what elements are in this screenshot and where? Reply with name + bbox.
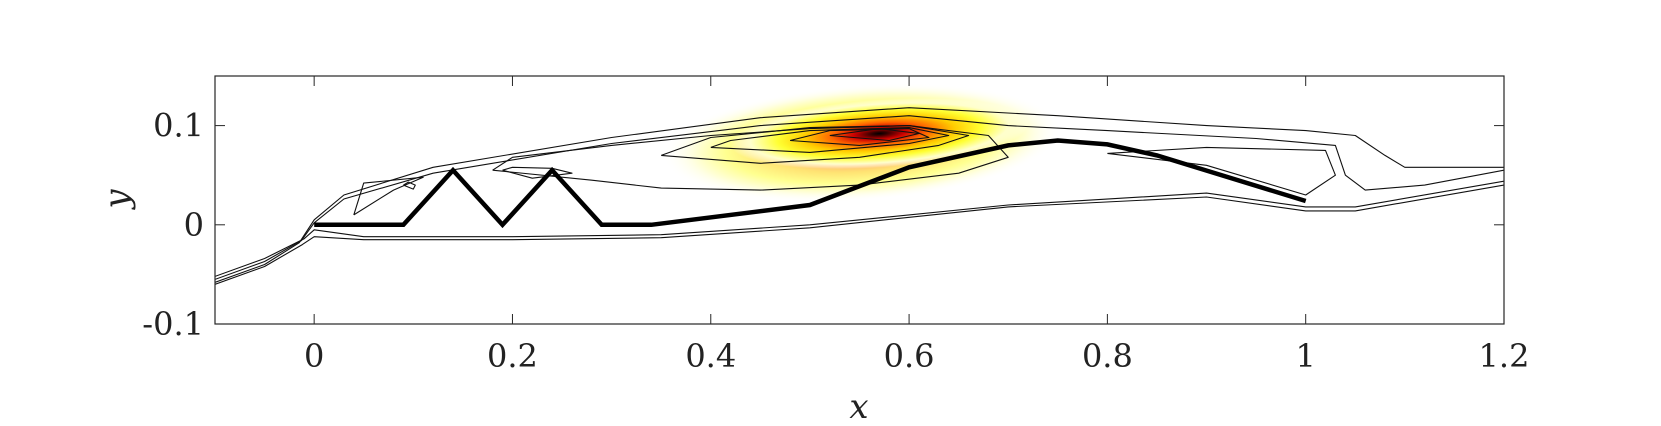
x-axis-label: x <box>849 387 868 426</box>
contour-line-12 <box>1107 146 1336 196</box>
x-tick-label: 1 <box>1296 337 1316 375</box>
contour-line-11 <box>502 166 573 179</box>
y-axis-ticks: 0.1 0 -0.1 <box>142 107 1504 343</box>
x-tick-label: 0.8 <box>1082 337 1133 375</box>
axes-box <box>214 75 1505 325</box>
y-axis-label: y <box>97 189 137 211</box>
y-tick-label: 0.1 <box>153 107 204 145</box>
x-axis-ticks: 0 0.2 0.4 0.6 0.8 1 1.2 <box>304 76 1529 375</box>
contour-line-3 <box>215 180 1504 277</box>
contour-line-4 <box>215 184 1504 285</box>
x-tick-label: 1.2 <box>1479 337 1530 375</box>
contour-line-9 <box>829 128 920 142</box>
contour-line-10 <box>353 176 424 216</box>
x-tick-label: 0.6 <box>884 337 935 375</box>
field-core <box>729 98 1029 170</box>
x-tick-label: 0 <box>304 337 324 375</box>
contour-line-7 <box>710 127 950 153</box>
contour-line-1 <box>215 107 1504 283</box>
plot-area <box>215 83 1504 285</box>
y-tick-label: 0 <box>184 206 204 244</box>
contour-line-2 <box>215 115 1504 280</box>
contour-line-6 <box>661 125 970 164</box>
contour-line-13 <box>403 181 416 190</box>
contour-lines <box>215 107 1504 285</box>
x-tick-label: 0.2 <box>487 337 538 375</box>
body-outline-layer <box>314 138 1307 229</box>
y-tick-label: -0.1 <box>142 305 204 343</box>
x-tick-label: 0.4 <box>685 337 736 375</box>
body-outline <box>314 138 1307 229</box>
